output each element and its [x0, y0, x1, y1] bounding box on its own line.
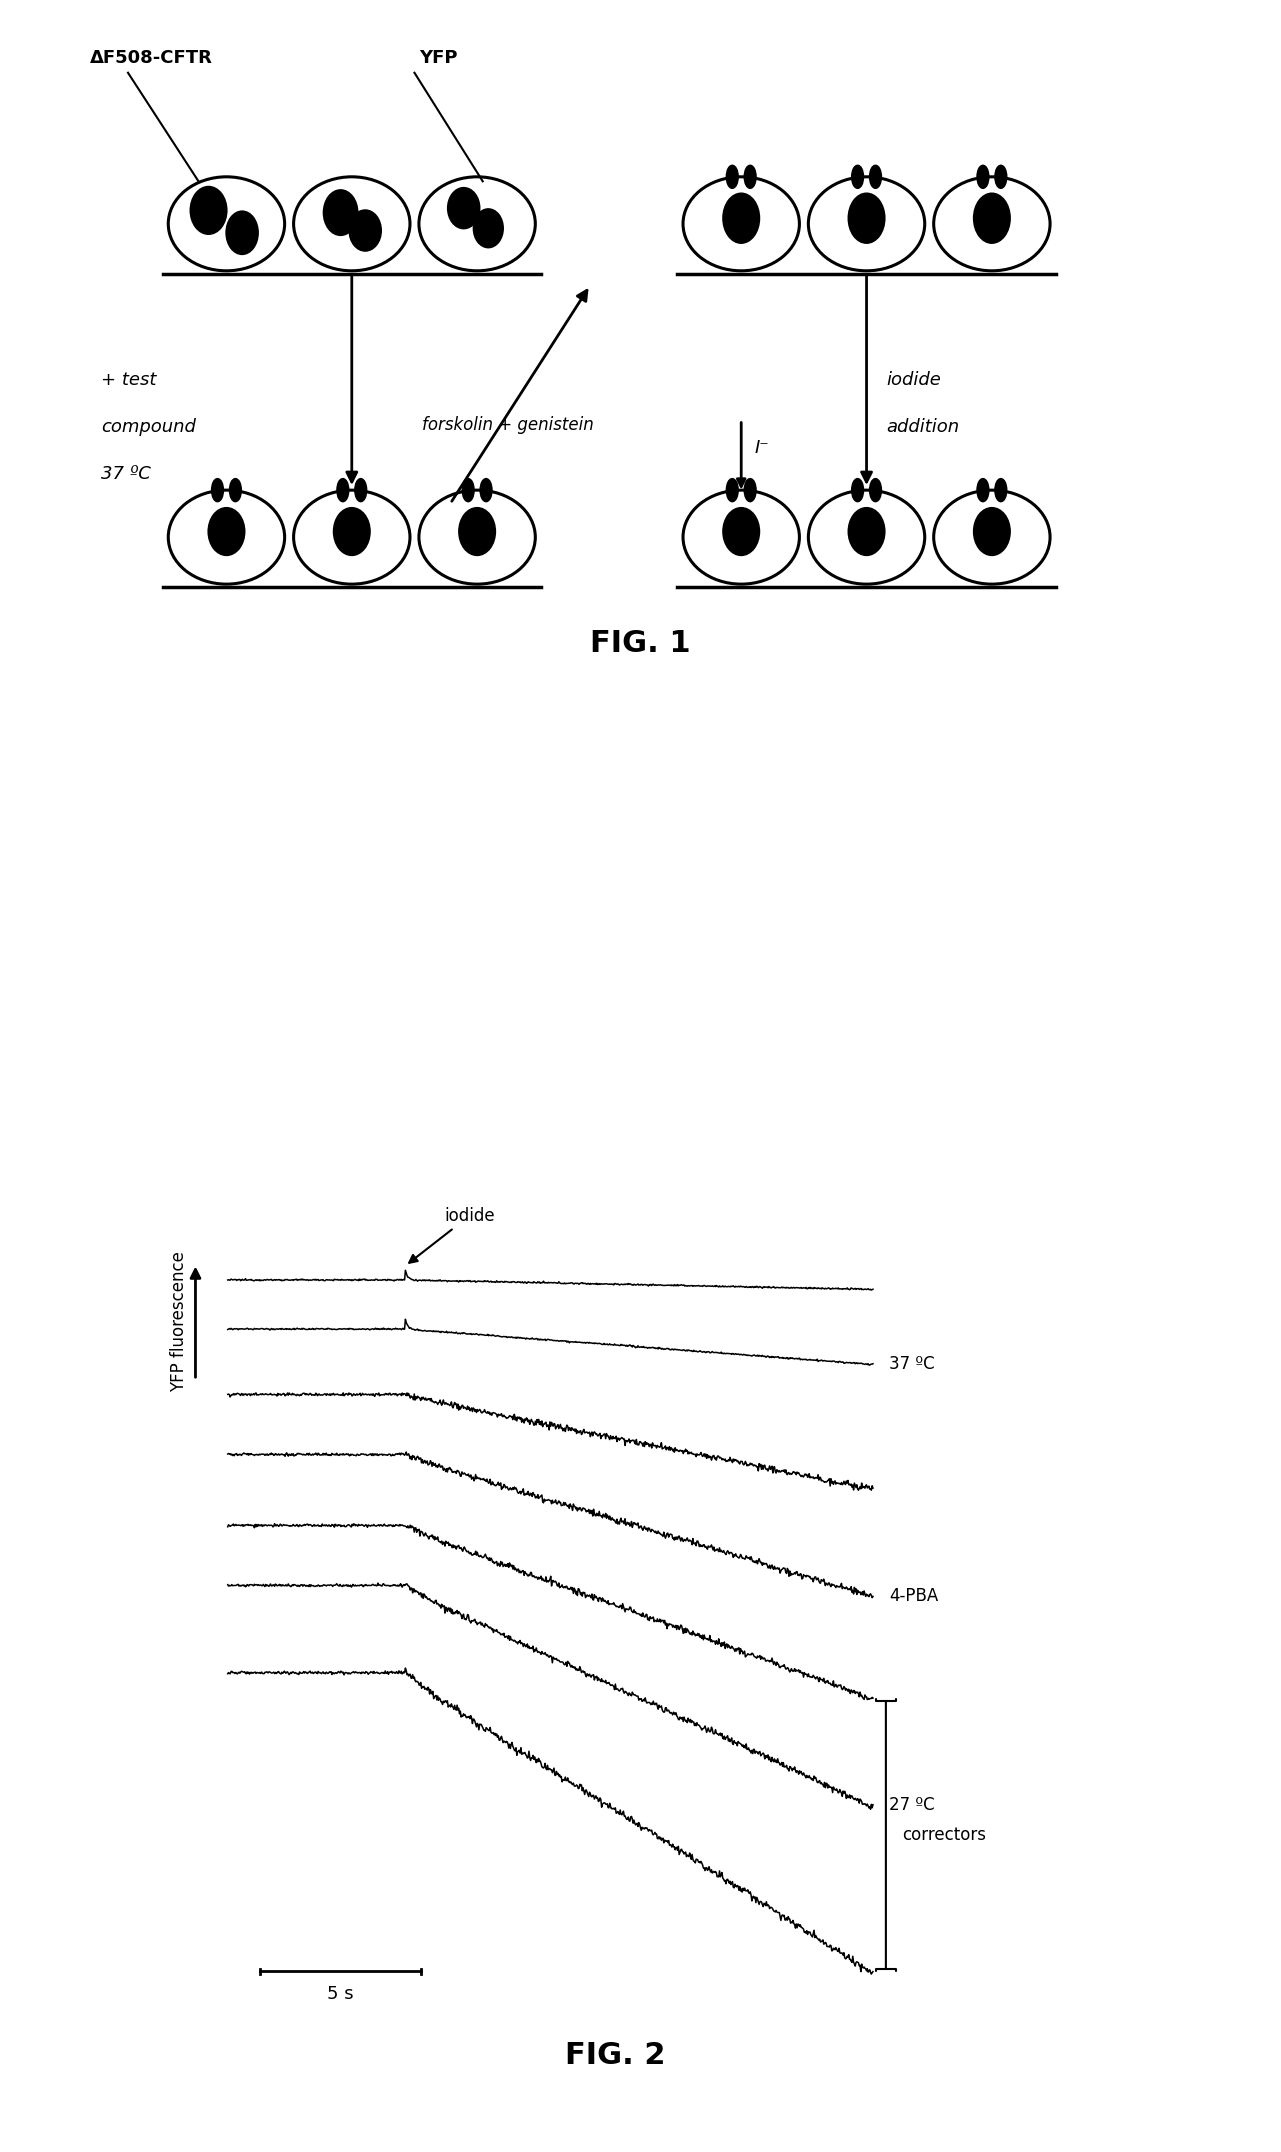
Text: 4-PBA: 4-PBA: [889, 1588, 939, 1605]
Text: FIG. 2: FIG. 2: [565, 2042, 665, 2070]
Ellipse shape: [848, 508, 885, 555]
Ellipse shape: [995, 166, 1007, 187]
Ellipse shape: [848, 192, 885, 243]
Ellipse shape: [722, 508, 760, 555]
Ellipse shape: [447, 187, 480, 230]
Text: 27 ºC: 27 ºC: [889, 1795, 935, 1814]
Text: + test: + test: [101, 372, 156, 390]
Text: addition: addition: [886, 417, 959, 437]
Ellipse shape: [972, 192, 1011, 243]
Ellipse shape: [462, 480, 474, 501]
Text: I⁻: I⁻: [755, 439, 770, 456]
Ellipse shape: [337, 480, 348, 501]
Ellipse shape: [168, 176, 284, 271]
Ellipse shape: [722, 192, 760, 243]
Ellipse shape: [211, 480, 223, 501]
Ellipse shape: [348, 209, 382, 252]
Ellipse shape: [293, 491, 410, 583]
Ellipse shape: [683, 176, 799, 271]
Ellipse shape: [870, 480, 881, 501]
Text: YFP: YFP: [419, 49, 457, 67]
Ellipse shape: [459, 508, 496, 555]
Ellipse shape: [977, 480, 989, 501]
Ellipse shape: [744, 480, 756, 501]
Text: FIG. 1: FIG. 1: [591, 628, 690, 659]
Ellipse shape: [995, 480, 1007, 501]
Ellipse shape: [225, 211, 259, 256]
Text: iodide: iodide: [409, 1207, 494, 1263]
Text: correctors: correctors: [902, 1825, 986, 1844]
Ellipse shape: [355, 480, 366, 501]
Text: 37 ºC: 37 ºC: [889, 1356, 935, 1373]
Ellipse shape: [419, 491, 535, 583]
Ellipse shape: [972, 508, 1011, 555]
Ellipse shape: [808, 176, 925, 271]
Ellipse shape: [208, 508, 246, 555]
Ellipse shape: [808, 491, 925, 583]
Ellipse shape: [852, 480, 863, 501]
Ellipse shape: [168, 491, 284, 583]
Ellipse shape: [726, 480, 738, 501]
Ellipse shape: [323, 189, 359, 237]
Ellipse shape: [473, 209, 503, 247]
Text: 5 s: 5 s: [328, 1984, 354, 2004]
Ellipse shape: [683, 491, 799, 583]
Text: compound: compound: [101, 417, 196, 437]
Ellipse shape: [190, 185, 228, 235]
Ellipse shape: [726, 166, 738, 187]
Ellipse shape: [480, 480, 492, 501]
Ellipse shape: [419, 176, 535, 271]
Text: iodide: iodide: [886, 372, 942, 390]
Ellipse shape: [934, 176, 1050, 271]
Text: 37 ºC: 37 ºC: [101, 465, 151, 484]
Ellipse shape: [977, 166, 989, 187]
Ellipse shape: [333, 508, 370, 555]
Ellipse shape: [934, 491, 1050, 583]
Text: forskolin + genistein: forskolin + genistein: [423, 415, 594, 435]
Text: ΔF508-CFTR: ΔF508-CFTR: [90, 49, 213, 67]
Ellipse shape: [229, 480, 241, 501]
Ellipse shape: [870, 166, 881, 187]
Text: YFP fluorescence: YFP fluorescence: [170, 1252, 188, 1392]
Ellipse shape: [852, 166, 863, 187]
Ellipse shape: [744, 166, 756, 187]
Ellipse shape: [293, 176, 410, 271]
